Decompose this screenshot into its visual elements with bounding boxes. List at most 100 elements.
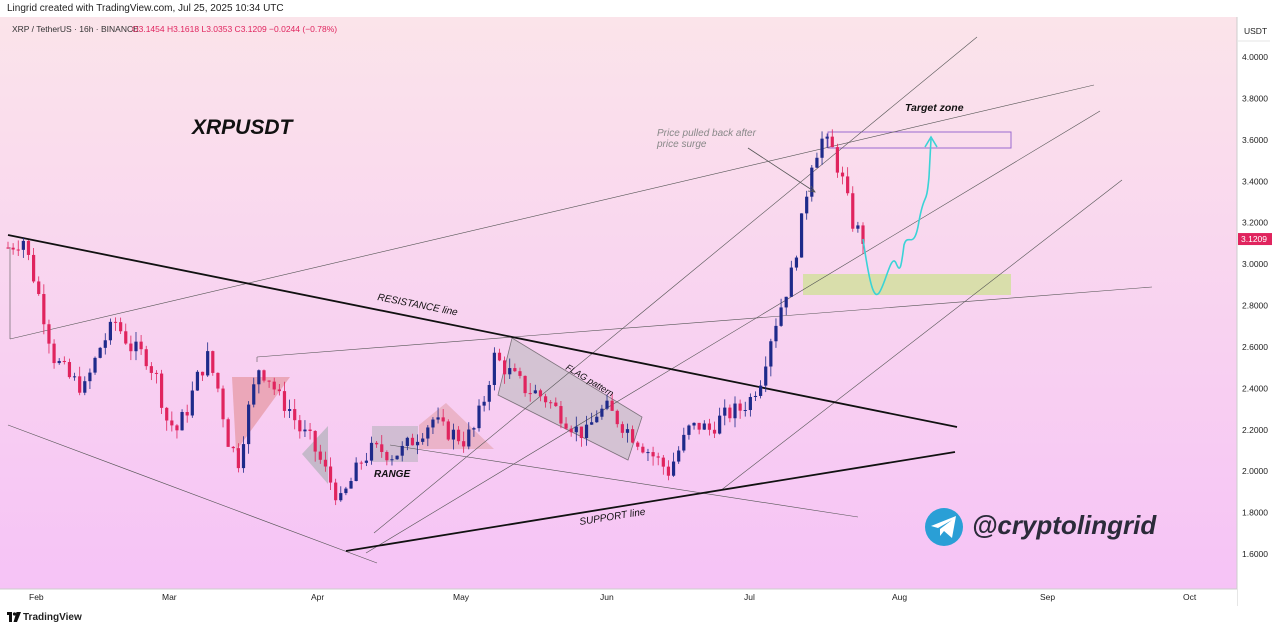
- candle-body: [195, 371, 200, 391]
- x-tick-label: May: [453, 592, 470, 602]
- steep-line-2: [365, 110, 1101, 554]
- candle-body: [702, 423, 706, 430]
- candle-body: [605, 400, 609, 409]
- candle-body: [170, 420, 174, 426]
- candle-body: [6, 247, 10, 249]
- candle-body: [144, 349, 148, 367]
- candle-body: [62, 360, 66, 363]
- lower-trend-line: [389, 444, 859, 518]
- footer-bar: [0, 606, 1280, 629]
- candle-body: [661, 457, 665, 467]
- candle-body: [380, 444, 384, 453]
- candle-body: [405, 437, 409, 446]
- candle-body: [349, 481, 353, 489]
- candle-body: [78, 376, 82, 393]
- candle-body: [523, 375, 527, 394]
- tradingview-logo-icon: [7, 612, 21, 622]
- watermark-handle: @cryptolingrid: [972, 510, 1157, 540]
- candle-body: [733, 403, 737, 419]
- triangle-pattern-1: [232, 377, 290, 451]
- candle-body: [154, 372, 159, 374]
- y-tick-label: 4.0000: [1242, 52, 1268, 62]
- candle-body: [794, 257, 799, 268]
- candle-body: [533, 390, 537, 394]
- x-tick-label: Oct: [1183, 592, 1197, 602]
- candle-body: [851, 193, 855, 229]
- candle-body: [508, 368, 512, 375]
- y-tick-label: 2.2000: [1242, 425, 1268, 435]
- projection-path: [862, 138, 932, 296]
- y-tick-label: 3.0000: [1242, 259, 1268, 269]
- candle-body: [651, 452, 655, 457]
- candle-body: [103, 340, 107, 348]
- candle-body: [503, 360, 507, 375]
- candle-body: [334, 482, 338, 501]
- currency-label: USDT: [1244, 26, 1267, 36]
- candle-body: [308, 429, 312, 431]
- candle-body: [206, 351, 210, 376]
- candle-body: [93, 357, 97, 373]
- candle-body: [656, 456, 660, 458]
- candle-body: [728, 407, 732, 419]
- candle-body: [666, 466, 671, 476]
- candle-body: [564, 423, 568, 429]
- candle-body: [426, 427, 430, 439]
- candle-body: [579, 426, 584, 439]
- candle-body: [159, 373, 164, 408]
- candle-body: [441, 417, 445, 422]
- y-tick-label: 2.0000: [1242, 466, 1268, 476]
- candle-body: [139, 341, 143, 350]
- candle-body: [241, 444, 246, 469]
- range-box: [372, 426, 418, 462]
- candle-body: [303, 429, 307, 432]
- candle-body: [21, 240, 25, 250]
- projection-arrowhead: [924, 135, 938, 148]
- candle-body: [236, 448, 240, 469]
- candle-body: [641, 446, 645, 453]
- candle-body: [298, 420, 302, 432]
- candle-body: [226, 419, 230, 447]
- y-tick-label: 2.6000: [1242, 342, 1268, 352]
- candle-body: [318, 451, 322, 460]
- candle-body: [462, 441, 466, 447]
- candle-body: [124, 331, 128, 344]
- x-tick-label: Jul: [744, 592, 755, 602]
- candle-body: [692, 422, 696, 426]
- y-tick-label: 1.8000: [1242, 508, 1268, 518]
- price-chart[interactable]: XRP / TetherUS · 16h · BINANCE O3.1454 H…: [0, 17, 1280, 606]
- candle-body: [42, 294, 46, 325]
- candle-body: [180, 412, 184, 431]
- candle-body: [497, 352, 502, 361]
- candle-body: [482, 401, 486, 406]
- candle-body: [784, 296, 788, 308]
- chart-pane: [0, 17, 1237, 589]
- pullback-label-line-1: Price pulled back after: [657, 128, 757, 139]
- candle-body: [543, 396, 548, 403]
- y-tick-label: 3.8000: [1242, 93, 1268, 103]
- candle-body: [810, 167, 814, 197]
- candle-body: [211, 351, 215, 373]
- candle-body: [677, 450, 681, 462]
- candle-body: [646, 452, 650, 454]
- candle-body: [175, 425, 179, 431]
- candle-body: [257, 370, 261, 385]
- candle-body: [600, 408, 604, 417]
- candle-body: [805, 196, 809, 214]
- flag-pattern-box: [497, 337, 643, 461]
- candle-body: [574, 426, 578, 433]
- entry-zone-box: [803, 274, 1011, 295]
- target-zone-label: Target zone: [905, 102, 964, 114]
- steep-line-3: [719, 179, 1123, 492]
- candle-body: [216, 372, 220, 389]
- candle-body: [190, 390, 194, 416]
- candle-body: [846, 176, 850, 194]
- y-tick-label: 3.4000: [1242, 176, 1268, 186]
- candle-body: [584, 424, 589, 439]
- candle-body: [185, 412, 189, 416]
- x-tick-label: Feb: [29, 592, 44, 602]
- candles-layer: [6, 129, 865, 506]
- candle-body: [738, 403, 742, 411]
- candle-body: [631, 429, 635, 443]
- candle-body: [359, 462, 363, 464]
- candle-body: [385, 452, 389, 461]
